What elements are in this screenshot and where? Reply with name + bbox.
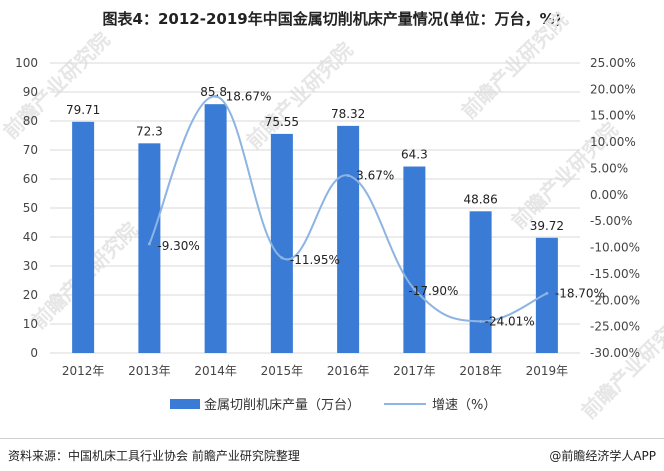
growth-point-4 bbox=[346, 173, 350, 177]
watermark-0: 前瞻产业研究院 bbox=[0, 28, 115, 144]
bar-6 bbox=[469, 211, 492, 353]
bar-label-4: 78.32 bbox=[331, 107, 365, 121]
legend-bar-swatch bbox=[170, 399, 200, 409]
right-axis-ticks: -30.00% -25.00% -20.00% -15.00% -10.00% -5.00… bbox=[590, 56, 640, 360]
line-label-5: -17.90% bbox=[408, 284, 458, 298]
line-label-3: -11.95% bbox=[290, 253, 340, 267]
growth-point-6 bbox=[479, 319, 483, 323]
x-tick-label: 2016年 bbox=[327, 364, 370, 378]
right-tick-label: 0.00% bbox=[590, 188, 628, 202]
right-tick-label: -15.00% bbox=[590, 267, 640, 281]
left-tick-label: 100 bbox=[15, 56, 38, 70]
bar-5 bbox=[403, 166, 426, 353]
bar-7 bbox=[535, 237, 558, 353]
left-axis-ticks: 0 10 20 30 40 50 60 70 80 90 100 bbox=[15, 56, 38, 360]
x-tick-label: 2014年 bbox=[194, 364, 237, 378]
grid-lines bbox=[50, 62, 580, 354]
bar-4 bbox=[337, 125, 360, 353]
line-value-labels: -9.30% 18.67% -11.95% 3.67% -17.90% -24.01% -1… bbox=[157, 89, 605, 328]
line-label-2: 18.67% bbox=[226, 89, 272, 103]
right-tick-label: 15.00% bbox=[590, 109, 636, 123]
right-tick-label: 5.00% bbox=[590, 161, 628, 175]
line-label-7: -18.70% bbox=[555, 286, 605, 300]
bar-2 bbox=[204, 104, 227, 354]
line-label-4: 3.67% bbox=[356, 168, 394, 182]
legend-bar-label: 金属切削机床产量（万台） bbox=[204, 397, 360, 413]
x-tick-label: 2015年 bbox=[261, 364, 304, 378]
line-label-6: -24.01% bbox=[485, 314, 535, 328]
legend: 金属切削机床产量（万台） 增速（%） bbox=[170, 397, 496, 413]
growth-point-2 bbox=[214, 94, 218, 98]
left-tick-label: 70 bbox=[23, 143, 38, 157]
growth-point-3 bbox=[280, 256, 284, 260]
bar-label-1: 72.3 bbox=[136, 124, 163, 138]
left-tick-label: 40 bbox=[23, 230, 38, 244]
left-tick-label: 20 bbox=[23, 288, 38, 302]
bar-label-2: 85.8 bbox=[200, 85, 227, 99]
bar-1 bbox=[138, 143, 161, 353]
right-tick-label: -20.00% bbox=[590, 293, 640, 307]
left-tick-label: 90 bbox=[23, 85, 38, 99]
left-tick-label: 0 bbox=[30, 346, 38, 360]
right-tick-label: -10.00% bbox=[590, 241, 640, 255]
x-axis-ticks: 2012年 2013年 2014年 2015年 2016年 2017年 2018年 2019年 bbox=[62, 364, 568, 378]
bar-0 bbox=[72, 121, 95, 353]
x-tick-label: 2018年 bbox=[459, 364, 502, 378]
right-tick-label: 10.00% bbox=[590, 135, 636, 149]
growth-point-5 bbox=[412, 287, 416, 291]
left-tick-label: 50 bbox=[23, 201, 38, 215]
watermark-4: 前瞻产业研究院 bbox=[457, 8, 573, 124]
bar-series bbox=[72, 104, 558, 354]
footer: 资料来源：中国机床工具行业协会 前瞻产业研究院整理 @前瞻经济学人APP bbox=[0, 438, 664, 471]
bar-value-labels: 79.71 72.3 85.8 75.55 78.32 64.3 48.86 39.72 bbox=[66, 85, 564, 233]
chart-title: 图表4：2012-2019年中国金属切削机床产量情况(单位：万台，%) bbox=[102, 10, 562, 28]
left-tick-label: 80 bbox=[23, 114, 38, 128]
left-tick-label: 60 bbox=[23, 172, 38, 186]
bar-label-6: 48.86 bbox=[463, 192, 497, 206]
right-tick-label: 25.00% bbox=[590, 56, 636, 70]
x-tick-label: 2019年 bbox=[526, 364, 569, 378]
brand-text: @前瞻经济学人APP bbox=[549, 449, 656, 463]
x-tick-label: 2017年 bbox=[393, 364, 436, 378]
legend-line-label: 增速（%） bbox=[432, 398, 496, 413]
growth-point-7 bbox=[545, 291, 549, 295]
left-tick-label: 10 bbox=[23, 317, 38, 331]
source-text: 资料来源：中国机床工具行业协会 前瞻产业研究院整理 bbox=[8, 449, 300, 463]
bar-label-7: 39.72 bbox=[530, 219, 564, 233]
left-tick-label: 30 bbox=[23, 259, 38, 273]
x-tick-label: 2012年 bbox=[62, 364, 105, 378]
bar-label-0: 79.71 bbox=[66, 103, 100, 117]
x-tick-label: 2013年 bbox=[128, 364, 171, 378]
right-tick-label: -5.00% bbox=[590, 214, 632, 228]
chart-svg: 前瞻产业研究院前瞻产业研究院前瞻产业研究院前瞻产业研究院前瞻产业研究院前瞻产业研… bbox=[0, 8, 664, 424]
bar-label-3: 75.55 bbox=[265, 115, 299, 129]
line-series bbox=[147, 94, 549, 323]
growth-point-1 bbox=[147, 242, 151, 246]
growth-line bbox=[148, 95, 548, 323]
right-tick-label: -30.00% bbox=[590, 346, 640, 360]
watermark-layer: 前瞻产业研究院前瞻产业研究院前瞻产业研究院前瞻产业研究院前瞻产业研究院前瞻产业研… bbox=[0, 8, 664, 424]
line-label-1: -9.30% bbox=[157, 239, 199, 253]
right-tick-label: -25.00% bbox=[590, 320, 640, 334]
bar-3 bbox=[270, 133, 293, 353]
right-tick-label: 20.00% bbox=[590, 82, 636, 96]
bar-label-5: 64.3 bbox=[401, 148, 428, 162]
